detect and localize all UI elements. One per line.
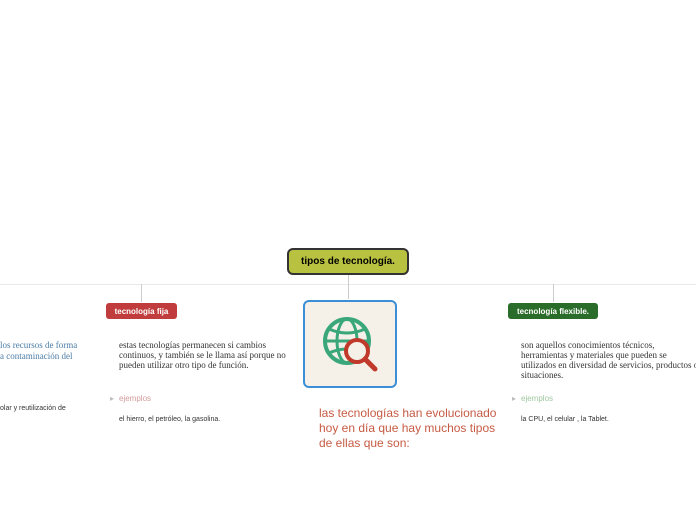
left-fragment-line2: a contaminación del	[0, 351, 72, 361]
right-ej-text: la CPU, el celular , la Tablet.	[521, 416, 609, 423]
left-branch-desc: estas tecnologías permanecen si cambios …	[119, 340, 294, 370]
right-ej-bullet: ▸	[512, 394, 516, 403]
root-label: tipos de tecnología.	[301, 256, 395, 267]
root-node[interactable]: tipos de tecnología.	[287, 248, 409, 275]
globe-search-icon	[315, 309, 385, 379]
left-ej-text: el hierro, el petróleo, la gasolina.	[119, 416, 220, 423]
center-image-box[interactable]	[303, 300, 397, 388]
connector-to-mid	[348, 284, 349, 299]
right-branch-node[interactable]: tecnología flexible.	[508, 303, 598, 319]
connector-to-right	[553, 284, 554, 302]
center-caption: las tecnologías han evolucionado hoy en …	[319, 406, 499, 451]
left-ej-bullet: ▸	[110, 394, 114, 403]
left-branch-node[interactable]: tecnología fija	[106, 303, 177, 319]
left-branch-label: tecnología fija	[115, 307, 169, 316]
left-fragment-line1: los recursos de forma	[0, 340, 77, 350]
right-branch-label: tecnología flexible.	[517, 307, 589, 316]
right-ej-label: ejemplos	[521, 394, 553, 403]
connector-root-down	[348, 275, 349, 284]
right-branch-desc: son aquellos conocimientos técnicos, her…	[521, 340, 696, 380]
connector-to-left	[141, 284, 142, 302]
left-fragment-small: olar y reutilización de	[0, 405, 66, 412]
left-ej-label: ejemplos	[119, 394, 151, 403]
